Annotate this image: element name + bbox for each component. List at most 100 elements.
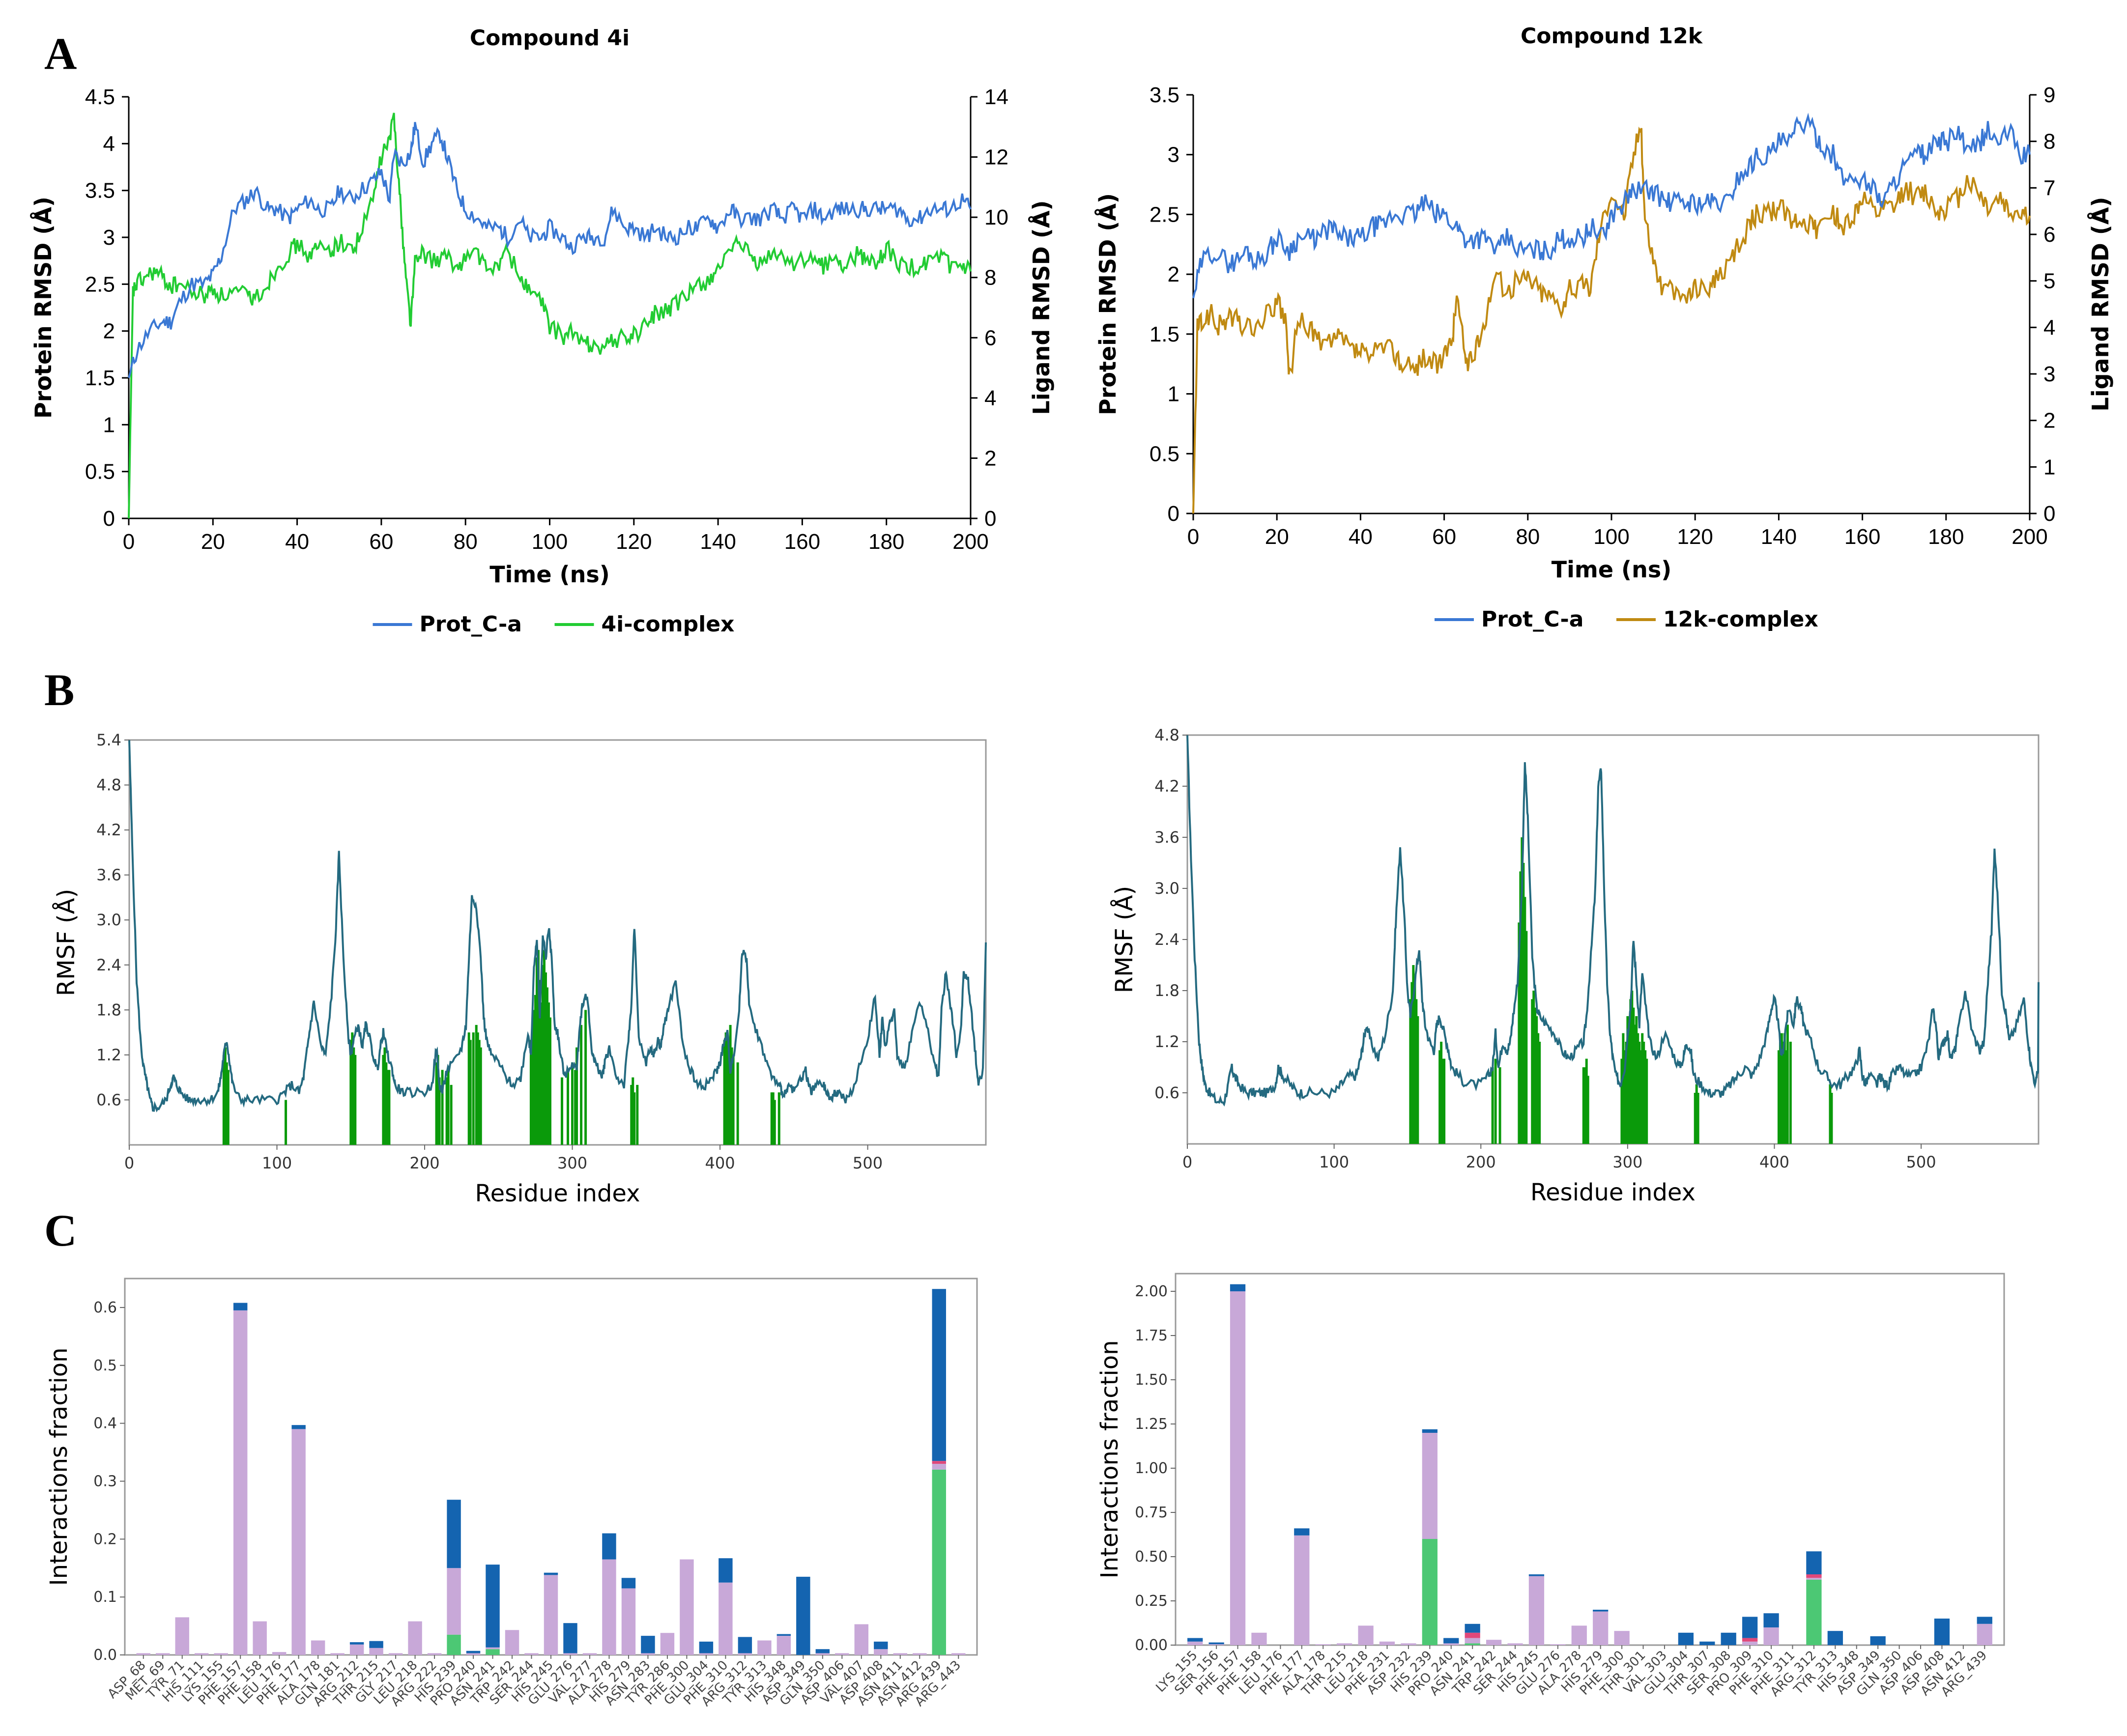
bar-hydrophobic (1315, 1644, 1331, 1645)
bar-hydrophobic (815, 1653, 830, 1655)
y-tick-label: 1 (1168, 382, 1179, 406)
y2-axis-label: Ligand RMSD (Å) (1028, 200, 1055, 415)
bar-hydrophobic (330, 1653, 345, 1655)
x-tick-label: 0 (1182, 1153, 1192, 1171)
plot-frame (1175, 1273, 2005, 1646)
bar-hydrophobic (854, 1624, 869, 1655)
bar-hydrophobic (951, 1653, 966, 1655)
bar-water-bridge (1528, 1574, 1545, 1576)
y-axis-label: Interactions fraction (45, 1347, 73, 1586)
panel-label-c: C (44, 1205, 77, 1255)
bar-hbond (1422, 1539, 1437, 1645)
bar-hydrophobic (1337, 1643, 1352, 1645)
bar-water-bridge (641, 1636, 655, 1653)
bar-hydrophobic (1358, 1625, 1374, 1645)
x-tick-label: 500 (1906, 1153, 1936, 1171)
y-tick-label: 0.1 (93, 1589, 117, 1606)
bar-hydrophobic (874, 1649, 888, 1655)
y-axis-label: Interactions fraction (1096, 1340, 1123, 1578)
y-tick-label: 2 (1168, 262, 1179, 286)
y-tick-label: 1.2 (1154, 1032, 1179, 1051)
bar-hydrophobic (699, 1653, 714, 1655)
bar-hydrophobic (272, 1652, 287, 1655)
y-tick-label: 1.75 (1135, 1327, 1168, 1344)
x-tick-label: 20 (1265, 525, 1289, 549)
bar-water-bridge (233, 1303, 248, 1310)
bar-water-bridge (1593, 1610, 1609, 1612)
bar-hydrophobic (582, 1653, 597, 1655)
x-tick-label: 80 (454, 530, 478, 554)
y-tick-label: 2.5 (1150, 202, 1179, 227)
y-tick-label: 3.0 (96, 911, 121, 929)
bar-hydrophobic (932, 1464, 946, 1470)
bar-water-bridge (621, 1578, 636, 1589)
bar-hydrophobic (1977, 1623, 1992, 1645)
bar-hydrophobic (1742, 1641, 1758, 1645)
panel-labels: A B C (44, 28, 77, 1255)
y2-tick-label: 6 (2043, 223, 2055, 247)
bar-hydrophobic (1528, 1576, 1545, 1645)
chart-title: Compound 4i (470, 26, 630, 51)
bar-hbond (1465, 1643, 1480, 1645)
x-tick-label: 100 (262, 1154, 292, 1172)
x-tick-label: 120 (616, 530, 652, 554)
x-tick-label: 100 (1593, 525, 1629, 549)
y-axis-label: Protein RMSD (Å) (1094, 193, 1121, 415)
bar-hydrophobic (408, 1621, 422, 1655)
bar-water-bridge (1827, 1631, 1843, 1645)
y-tick-label: 1.00 (1135, 1460, 1168, 1477)
bar-hydrophobic (1208, 1644, 1224, 1645)
y-tick-label: 0.75 (1135, 1504, 1168, 1521)
bar-hbond (447, 1634, 461, 1655)
y-tick-label: 0.25 (1135, 1593, 1168, 1610)
legend-label-ligand: 12k-complex (1663, 607, 1818, 632)
y-tick-label: 1 (103, 413, 115, 437)
bar-hydrophobic (1401, 1643, 1416, 1645)
y2-tick-label: 9 (2043, 83, 2055, 107)
bar-hydrophobic (253, 1621, 267, 1655)
bar-hydrophobic (1806, 1578, 1822, 1580)
x-tick-label: 0 (124, 1154, 134, 1172)
y-tick-label: 3.0 (1154, 879, 1179, 898)
bar-hydrophobic (602, 1559, 616, 1655)
series-ligand-line (128, 113, 972, 519)
bar-water-bridge (466, 1651, 481, 1653)
bar-hydrophobic (1187, 1641, 1203, 1645)
bar-hydrophobic (524, 1653, 539, 1655)
bar-ionic (1465, 1632, 1480, 1638)
bar-hbond (486, 1649, 500, 1655)
y-tick-label: 1.8 (1154, 981, 1179, 1000)
bar-hydrophobic (1507, 1643, 1523, 1645)
x-tick-label: 40 (285, 530, 309, 554)
y-tick-label: 3 (1168, 143, 1179, 167)
bar-water-bridge (932, 1289, 946, 1461)
bar-water-bridge (776, 1634, 791, 1636)
bar-hydrophobic (1763, 1627, 1779, 1645)
bar-water-bridge (699, 1641, 714, 1653)
bar-hydrophobic (544, 1575, 558, 1655)
x-tick-label: 0 (123, 530, 135, 554)
bar-water-bridge (1230, 1284, 1246, 1291)
bar-water-bridge (486, 1565, 500, 1648)
bar-hydrophobic (1422, 1433, 1437, 1539)
y-axis-label: RMSF (Å) (1110, 886, 1138, 993)
bar-hydrophobic (369, 1648, 383, 1655)
y-tick-label: 1.2 (96, 1046, 121, 1064)
y-tick-label: 3.6 (1154, 828, 1179, 847)
y-tick-label: 3.6 (96, 866, 121, 884)
bar-hydrophobic (719, 1582, 733, 1655)
bar-water-bridge (1208, 1642, 1224, 1645)
bar-water-bridge (544, 1572, 558, 1575)
y-tick-label: 0.0 (93, 1647, 117, 1664)
y2-tick-label: 4 (2043, 315, 2055, 340)
y-tick-label: 4.2 (96, 821, 121, 839)
bar-hydrophobic (194, 1653, 209, 1655)
x-axis-label: Time (ns) (1552, 556, 1671, 583)
bar-hydrophobic (641, 1653, 655, 1655)
bar-hydrophobic (427, 1653, 442, 1655)
y-tick-label: 0.6 (93, 1299, 117, 1316)
y-tick-label: 5.4 (96, 731, 121, 749)
y2-tick-label: 7 (2043, 176, 2055, 200)
bar-water-bridge (796, 1576, 810, 1655)
